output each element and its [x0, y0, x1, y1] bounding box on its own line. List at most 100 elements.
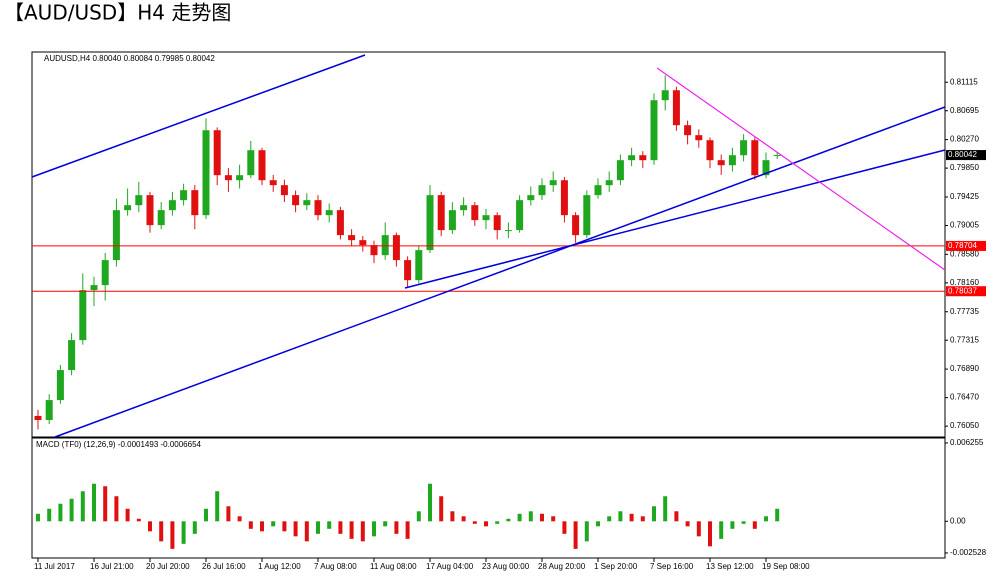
macd-bar: [394, 521, 399, 534]
candle-body: [359, 240, 367, 246]
macd-bar: [372, 521, 376, 537]
candle-body: [762, 160, 770, 176]
x-tick-label: 19 Sep 08:00: [762, 562, 810, 571]
y-tick-label: 0.78160: [950, 278, 979, 287]
macd-bar: [618, 511, 623, 522]
candle-body: [672, 90, 680, 126]
macd-bar: [282, 521, 287, 532]
candle-body: [527, 195, 535, 201]
x-tick-label: 11 Aug 08:00: [370, 562, 417, 571]
macd-bar: [114, 496, 119, 522]
x-tick-label: 20 Jul 20:00: [146, 562, 190, 571]
y-tick-label: 0.80270: [950, 135, 979, 144]
price-panel: [31, 51, 946, 438]
trendline: [31, 54, 366, 178]
candle-body: [101, 260, 109, 286]
candle-body: [381, 235, 389, 256]
macd-bar: [719, 521, 724, 539]
macd-bar: [428, 483, 432, 522]
candle-body: [404, 260, 412, 281]
macd-bar: [136, 518, 141, 522]
candle-body: [583, 195, 591, 236]
x-tick-label: 1 Sep 20:00: [594, 562, 638, 571]
y-tick-label: 0.79850: [950, 163, 979, 172]
page-title: 【AUD/USD】H4 走势图: [4, 1, 231, 25]
macd-bar: [775, 508, 780, 522]
candle-body: [717, 160, 725, 166]
macd-bar: [226, 506, 231, 522]
macd-bar: [674, 511, 679, 522]
macd-bar: [551, 516, 556, 522]
macd-bar: [607, 516, 612, 522]
candle-body: [392, 235, 400, 261]
candle-body: [594, 185, 602, 196]
trendline: [54, 106, 946, 438]
candle-body: [258, 150, 266, 181]
candle-body: [740, 140, 748, 156]
candle-body: [773, 155, 781, 157]
macd-bar: [293, 521, 298, 537]
candle-body: [45, 400, 53, 421]
macd-bar: [248, 521, 253, 529]
macd-panel: [31, 437, 946, 559]
macd-bar: [349, 521, 354, 539]
macd-bar: [629, 513, 634, 522]
macd-bar: [472, 521, 477, 524]
price-label: 0.78704: [948, 241, 977, 250]
price-label-box: [946, 150, 986, 161]
macd-bar: [125, 508, 130, 522]
macd-bar: [405, 521, 410, 539]
macd-bar: [484, 521, 488, 527]
y-tick-label: 0.76050: [950, 421, 979, 430]
x-tick-label: 28 Aug 20:00: [538, 562, 586, 571]
macd-bar: [215, 491, 220, 522]
macd-bar: [304, 521, 309, 542]
candle-body: [292, 195, 300, 206]
candle-body: [280, 185, 288, 196]
candle-body: [236, 175, 244, 181]
candle-body: [549, 180, 557, 186]
candle-body: [202, 130, 210, 216]
macd-bar: [69, 498, 74, 522]
candle-body: [448, 210, 456, 231]
candle-body: [112, 210, 120, 261]
candle-body: [56, 370, 64, 401]
macd-bar: [506, 518, 511, 522]
candle-body: [247, 150, 255, 176]
macd-bar: [237, 516, 242, 522]
macd-bar: [316, 521, 320, 534]
candle-body: [572, 215, 580, 236]
macd-bar: [36, 513, 40, 522]
macd-bar: [562, 521, 567, 534]
candle-body: [325, 210, 333, 216]
candle-body: [135, 195, 143, 206]
candle-body: [437, 195, 445, 231]
y-tick-label: 0.00: [950, 516, 966, 525]
candle-body: [90, 285, 98, 291]
candle-body: [560, 180, 568, 216]
candle-body: [684, 125, 692, 136]
y-tick-label: 0.76470: [950, 393, 979, 402]
macd-bar: [540, 513, 544, 522]
macd-bar: [327, 521, 332, 529]
macd-bar: [764, 516, 768, 522]
y-tick-label: 0.79005: [950, 221, 979, 230]
macd-bar: [573, 521, 578, 549]
macd-bar: [741, 521, 746, 524]
macd-bar: [192, 521, 197, 534]
trendline: [404, 149, 946, 289]
candle-body: [650, 100, 658, 161]
macd-bar: [584, 521, 589, 542]
candle-body: [751, 140, 759, 176]
y-tick-label: 0.78580: [950, 249, 979, 258]
candle-body: [628, 155, 636, 161]
y-tick-label: -0.002528: [950, 548, 987, 557]
macd-bar: [103, 486, 108, 522]
x-tick-label: 11 Jul 2017: [34, 562, 75, 571]
macd-bar: [58, 503, 63, 522]
candle-body: [616, 160, 624, 181]
candle-body: [639, 155, 647, 161]
candle-body: [336, 210, 344, 236]
macd-bar: [730, 521, 735, 529]
